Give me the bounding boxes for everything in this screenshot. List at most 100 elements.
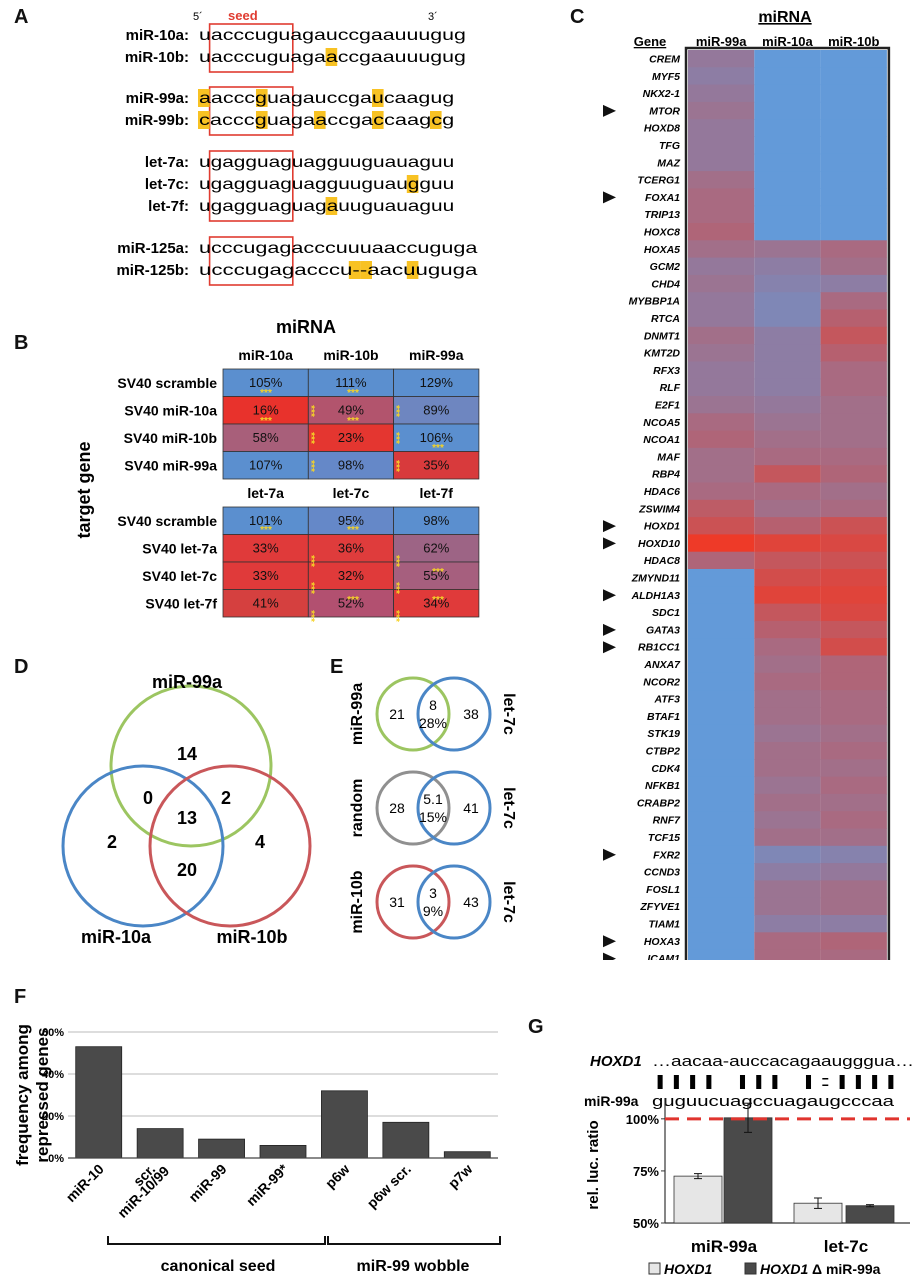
- gene-label: HOXD10: [638, 538, 680, 550]
- heatmap-cell: [754, 655, 821, 674]
- heatmap-cell: [754, 811, 821, 829]
- table-cell: [307, 423, 394, 452]
- heatmap-cell: [754, 690, 821, 708]
- marker-triangle: [603, 589, 616, 602]
- heatmap-cell: [688, 534, 755, 553]
- cell-value: 98%: [338, 458, 364, 473]
- table-cell: [393, 589, 480, 618]
- heatmap-cell: [754, 257, 821, 276]
- heatmap-cell: [820, 257, 887, 276]
- heatmap-cell: [688, 344, 755, 362]
- count-only10a: 2: [107, 832, 117, 852]
- heatmap-cell: [688, 793, 755, 812]
- venn-right-label: let-7c: [500, 881, 517, 923]
- heatmap-cell: [820, 690, 887, 708]
- bar-scr. miR-10/99: [136, 1128, 184, 1159]
- heatmap-cell: [820, 326, 887, 345]
- heatmap-cell: [820, 551, 887, 570]
- heatmap-cell: [688, 309, 755, 328]
- heatmap-cell: [820, 655, 887, 674]
- mirna-sequence: ucccugagacccu--aacuuguga: [199, 262, 478, 279]
- heatmap-cell: [688, 932, 755, 951]
- heatmap-cell: [820, 136, 887, 155]
- pairing-line: |||| ||| |:||||: [652, 1073, 899, 1090]
- mismatch-highlight: [256, 89, 268, 107]
- heatmap-cell: [820, 153, 887, 172]
- heatmap-cell: [688, 569, 755, 587]
- heatmap-cell: [754, 863, 821, 881]
- significance-stars: ***: [305, 555, 316, 567]
- heatmap-cell: [820, 50, 887, 68]
- heatmap-cell: [754, 361, 821, 380]
- mirna-name-miR-125b: miR-125b:: [116, 262, 189, 279]
- heatmap-cell: [688, 949, 755, 960]
- gene-label: NCOA5: [643, 417, 680, 429]
- heatmap-cell: [688, 188, 755, 207]
- significance-stars: ***: [347, 416, 359, 427]
- group-label-wobble: miR-99 wobble: [357, 1258, 470, 1275]
- heatmap-cell: [754, 430, 821, 449]
- significance-stars: ***: [347, 595, 359, 606]
- heatmap-frame: [684, 46, 891, 960]
- significance-stars: ***: [305, 405, 316, 417]
- table-cell: [222, 423, 309, 452]
- cell-value: 106%: [420, 430, 454, 445]
- heatmap-cell: [754, 915, 821, 933]
- heatmap-cell: [688, 724, 755, 743]
- heatmap-cell: [688, 620, 755, 639]
- heatmap-cell: [688, 672, 755, 691]
- cell-value: 52%: [338, 596, 364, 611]
- cell-value: 36%: [338, 541, 364, 556]
- label-mir-10a: miR-10a: [81, 927, 152, 947]
- panel-letter-a: A: [14, 6, 29, 28]
- circle-mir-10a: [61, 764, 225, 928]
- heatmap-cell: [754, 932, 821, 951]
- row-label: SV40 let-7c: [142, 568, 217, 584]
- panel-e-venn-pairs: miR-99a let-7c 21 8 28% 38 random let-7c 28 5.1 15…: [349, 676, 517, 940]
- heatmap-cell: [820, 309, 887, 328]
- cell-value: 98%: [423, 513, 449, 528]
- gene-label: GCM2: [650, 261, 680, 273]
- marker-triangle: [603, 191, 616, 204]
- mismatch-highlight: [325, 197, 338, 215]
- panel-letter-g: G: [528, 1016, 544, 1038]
- heatmap-cell: [688, 67, 755, 86]
- gene-label: HOXA3: [644, 936, 680, 948]
- heatmap-cell: [820, 672, 887, 691]
- heatmap-cell: [688, 153, 755, 172]
- mismatch-highlight: [372, 111, 384, 129]
- x-tick-label: let-7c: [824, 1237, 868, 1256]
- gene-label: RB1CC1: [638, 642, 680, 654]
- y-axis-label-line1: frequency among: [13, 1024, 32, 1166]
- heatmap-cell: [754, 378, 821, 397]
- row-label: SV40 miR-10b: [124, 430, 217, 446]
- table-cell: [393, 368, 480, 397]
- significance-stars: ***: [260, 388, 272, 399]
- mirna-name-miR-99a: miR-99a:: [126, 90, 189, 107]
- table-cell: [222, 396, 309, 425]
- mirna-sequence: cacccguagaaccgaccaagcg: [199, 112, 454, 129]
- heatmap-cell: [754, 707, 821, 726]
- cell-value: 33%: [253, 568, 279, 583]
- gene-label: RBP4: [652, 469, 680, 481]
- venn-left-label: random: [349, 779, 366, 838]
- heatmap-cell: [820, 845, 887, 864]
- gene-label: NFKB1: [645, 780, 680, 792]
- y-tick-label: 75%: [633, 1164, 659, 1179]
- heatmap-cell: [688, 101, 755, 120]
- gene-label: CRABP2: [637, 797, 680, 809]
- heatmap-cell: [820, 915, 887, 933]
- heatmap-cell: [820, 430, 887, 449]
- mirna-sequence: uacccuguagaaccgaauuugug: [199, 49, 466, 66]
- venn-left-label: miR-99a: [349, 683, 366, 745]
- venn-overlap-count: 5.1: [423, 791, 443, 807]
- gene-label: FOXA1: [645, 192, 680, 204]
- y-tick-label: 100%: [626, 1112, 660, 1127]
- heatmap-cell: [754, 499, 821, 518]
- cell-value: 129%: [420, 375, 454, 390]
- x-tick-label: miR-99a: [691, 1237, 758, 1256]
- mirna-name-miR-99b: miR-99b:: [125, 112, 189, 129]
- panel-a-sequence-alignment: 5´ 3´ seed miR-10a: uacccuguagauccgaauuugug m…: [116, 8, 478, 286]
- venn-overlap-count: 3: [429, 885, 437, 901]
